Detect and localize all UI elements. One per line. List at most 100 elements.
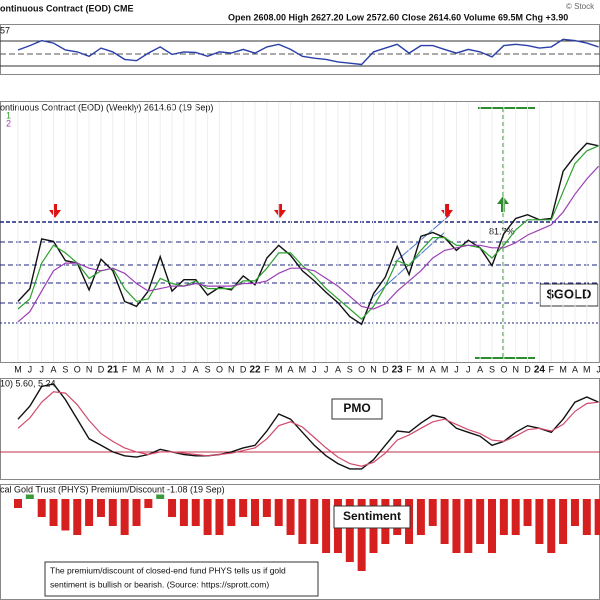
x-tick-label: F [406, 364, 412, 374]
down-arrow [441, 204, 453, 218]
pmo-title: 10) 5.60, 5.24 [0, 378, 56, 388]
x-tick-label: M [275, 364, 283, 374]
header-title: ontinuous Contract (EOD) CME [0, 3, 134, 13]
bar [511, 499, 520, 535]
x-tick-label: M [559, 364, 567, 374]
channel-line [394, 214, 451, 263]
x-tick-label: D [382, 364, 389, 374]
x-tick-label: N [370, 364, 377, 374]
series-line [17, 38, 599, 66]
header-stats: Open 2608.00 High 2627.20 Low 2572.60 Cl… [228, 12, 568, 22]
x-tick-label: M [583, 364, 591, 374]
bar [274, 499, 283, 526]
bar [310, 499, 319, 544]
x-tick-label: A [477, 364, 483, 374]
series-line [17, 142, 599, 326]
x-tick-label: J [324, 364, 329, 374]
bar [322, 499, 331, 553]
x-tick-label: N [86, 364, 93, 374]
x-tick-label: A [145, 364, 151, 374]
bar [570, 499, 579, 526]
x-tick-label: S [205, 364, 211, 374]
x-tick-label: O [216, 364, 223, 374]
bar [488, 499, 496, 553]
annotation: 81.7% [489, 226, 515, 236]
sentiment-box [333, 505, 411, 529]
x-tick-label: N [512, 364, 519, 374]
bar [547, 499, 556, 553]
marks [14, 38, 600, 571]
series-line [17, 391, 599, 467]
bar [120, 499, 129, 535]
x-tick-label: J [596, 364, 600, 374]
x-tick-label: 21 [107, 365, 119, 376]
bar [416, 499, 425, 535]
x-tick-label: J [466, 364, 471, 374]
pmo-box [331, 398, 383, 420]
bar [168, 499, 177, 517]
bar [345, 499, 354, 562]
x-tick-label: M [14, 364, 22, 374]
bar [96, 499, 105, 517]
levels [0, 214, 600, 324]
x-tick-label: S [62, 364, 68, 374]
bar [132, 499, 141, 526]
bar [262, 499, 271, 517]
x-tick-label: N [228, 364, 235, 374]
x-tick-label: A [193, 364, 199, 374]
bar [25, 494, 34, 499]
bar [227, 499, 236, 526]
x-tick-label: F [264, 364, 270, 374]
x-tick-label: D [98, 364, 105, 374]
x-tick-label: J [312, 364, 317, 374]
x-tick-label: F [122, 364, 128, 374]
x-tick-label: 24 [534, 365, 546, 376]
x-tick-label: A [288, 364, 294, 374]
bar [215, 499, 224, 535]
x-tick-label: F [549, 364, 555, 374]
bar [286, 499, 295, 535]
note-line: The premium/discount of closed-end fund … [50, 565, 286, 575]
bar [440, 499, 449, 544]
x-tick-label: A [51, 364, 57, 374]
sentiment-title: cal Gold Trust (PHYS) Premium/Discount -… [0, 484, 225, 494]
x-tick-label: J [39, 364, 44, 374]
measure [475, 107, 535, 359]
legend-entry: 2 [6, 118, 11, 128]
bar [476, 499, 485, 544]
x-tick-label: M [299, 364, 307, 374]
x-tick-label: J [28, 364, 33, 374]
bar [37, 499, 46, 517]
series-line [17, 383, 599, 470]
sentiment-label: Sentiment [343, 509, 401, 523]
bar [85, 499, 94, 526]
x-tick-label: 23 [392, 365, 404, 376]
bar [144, 499, 153, 508]
up-arrow [497, 196, 509, 212]
bar [156, 494, 165, 499]
x-tick-label: O [74, 364, 81, 374]
x-tick-label: M [133, 364, 141, 374]
legend-entry: 1 [6, 110, 11, 120]
down-arrow [49, 204, 61, 218]
bar [535, 499, 544, 544]
x-tick-label: M [441, 364, 449, 374]
symbol-label: $GOLD [547, 286, 592, 301]
x-tick-label: M [156, 364, 164, 374]
x-tick-label: J [170, 364, 175, 374]
x-tick-label: D [524, 364, 531, 374]
pmo-label: PMO [343, 401, 370, 415]
bar [559, 499, 568, 544]
x-tick-label: S [489, 364, 495, 374]
bar [594, 499, 600, 535]
x-tick-label: J [454, 364, 459, 374]
x-tick-label: D [240, 364, 247, 374]
x-tick-label: O [500, 364, 507, 374]
bar [499, 499, 508, 535]
bar [191, 499, 200, 526]
credit: © Stock [566, 2, 595, 11]
x-tick-label: A [430, 364, 436, 374]
series-line [17, 165, 600, 323]
x-tick-label: S [347, 364, 353, 374]
